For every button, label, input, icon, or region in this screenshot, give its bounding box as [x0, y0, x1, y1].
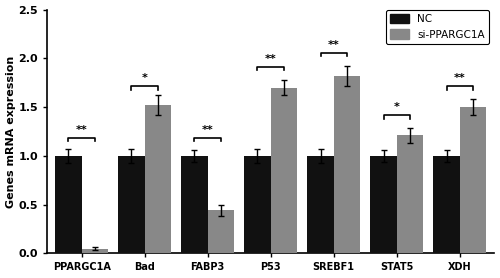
Bar [55, 156, 82, 254]
Bar [434, 156, 460, 254]
Text: **: ** [265, 54, 276, 64]
Bar [270, 88, 297, 254]
Bar [308, 156, 334, 254]
Text: **: ** [454, 73, 466, 83]
Text: **: ** [76, 125, 88, 135]
Text: **: ** [328, 40, 340, 50]
Legend: NC, si-PPARGC1A: NC, si-PPARGC1A [386, 10, 489, 44]
Bar [144, 105, 171, 254]
Bar [334, 76, 360, 254]
Bar [397, 135, 423, 254]
Y-axis label: Genes mRNA expression: Genes mRNA expression [6, 55, 16, 208]
Bar [181, 156, 208, 254]
Bar [208, 210, 234, 254]
Bar [244, 156, 270, 254]
Bar [82, 249, 108, 254]
Bar [118, 156, 144, 254]
Bar [370, 156, 397, 254]
Text: **: ** [202, 125, 213, 135]
Text: *: * [142, 73, 148, 83]
Text: *: * [394, 103, 400, 113]
Bar [460, 107, 486, 254]
